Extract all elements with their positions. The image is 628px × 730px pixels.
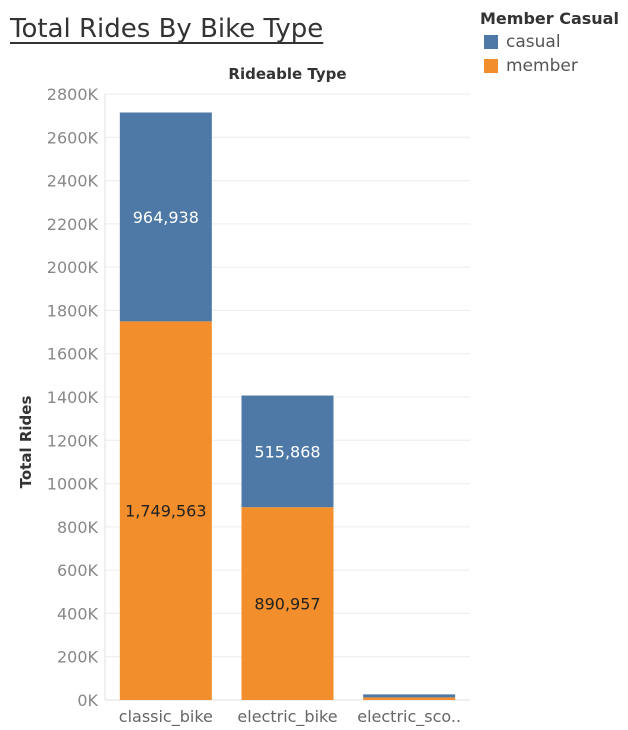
chart-title: Total Rides By Bike Type <box>10 14 324 44</box>
data-label-classic-bike-member: 1,749,563 <box>125 502 206 521</box>
column-header: Rideable Type <box>228 65 346 83</box>
legend-label-member: member <box>506 56 578 76</box>
y-tick-label: 600K <box>57 561 99 580</box>
legend-item-casual[interactable]: casual <box>480 30 625 54</box>
x-tick-label-classic-bike: classic_bike <box>119 707 213 727</box>
y-tick-label: 1200K <box>47 431 99 450</box>
bar-classic-bike-member <box>119 321 212 700</box>
y-tick-label: 400K <box>57 604 99 623</box>
y-tick-label: 2600K <box>47 128 99 147</box>
x-tick-label-electric-bike: electric_bike <box>237 707 337 727</box>
y-tick-label: 2400K <box>47 172 99 191</box>
legend-title: Member Casual <box>480 9 619 28</box>
legend: Member Casual casual member <box>480 8 625 78</box>
y-tick-label: 0K <box>77 691 98 710</box>
data-label-electric-bike-casual: 515,868 <box>254 442 320 461</box>
y-tick-label: 2200K <box>47 215 99 234</box>
legend-swatch-member <box>484 59 498 73</box>
data-label-electric-bike-member: 890,957 <box>254 595 320 614</box>
y-tick-label: 200K <box>57 648 99 667</box>
bar-classic-bike-casual <box>119 112 212 322</box>
y-tick-label: 2000K <box>47 258 99 277</box>
y-tick-label: 1800K <box>47 301 99 320</box>
y-tick-label: 2800K <box>47 85 99 104</box>
y-tick-label: 1000K <box>47 475 99 494</box>
y-axis-title: Total Rides <box>17 396 35 489</box>
legend-label-casual: casual <box>506 32 561 52</box>
data-label-classic-bike-casual: 964,938 <box>133 208 199 227</box>
bar-electric-sco-casual <box>363 694 456 698</box>
y-tick-label: 800K <box>57 518 99 537</box>
y-tick-label: 1400K <box>47 388 99 407</box>
bar-electric-bike-member <box>241 507 334 700</box>
legend-item-member[interactable]: member <box>480 54 625 78</box>
bar-electric-bike-casual <box>241 395 334 508</box>
legend-swatch-casual <box>484 35 498 49</box>
y-tick-label: 1600K <box>47 345 99 364</box>
x-tick-label-electric-sco: electric_sco.. <box>357 707 461 727</box>
bar-electric-sco-member <box>363 697 456 700</box>
